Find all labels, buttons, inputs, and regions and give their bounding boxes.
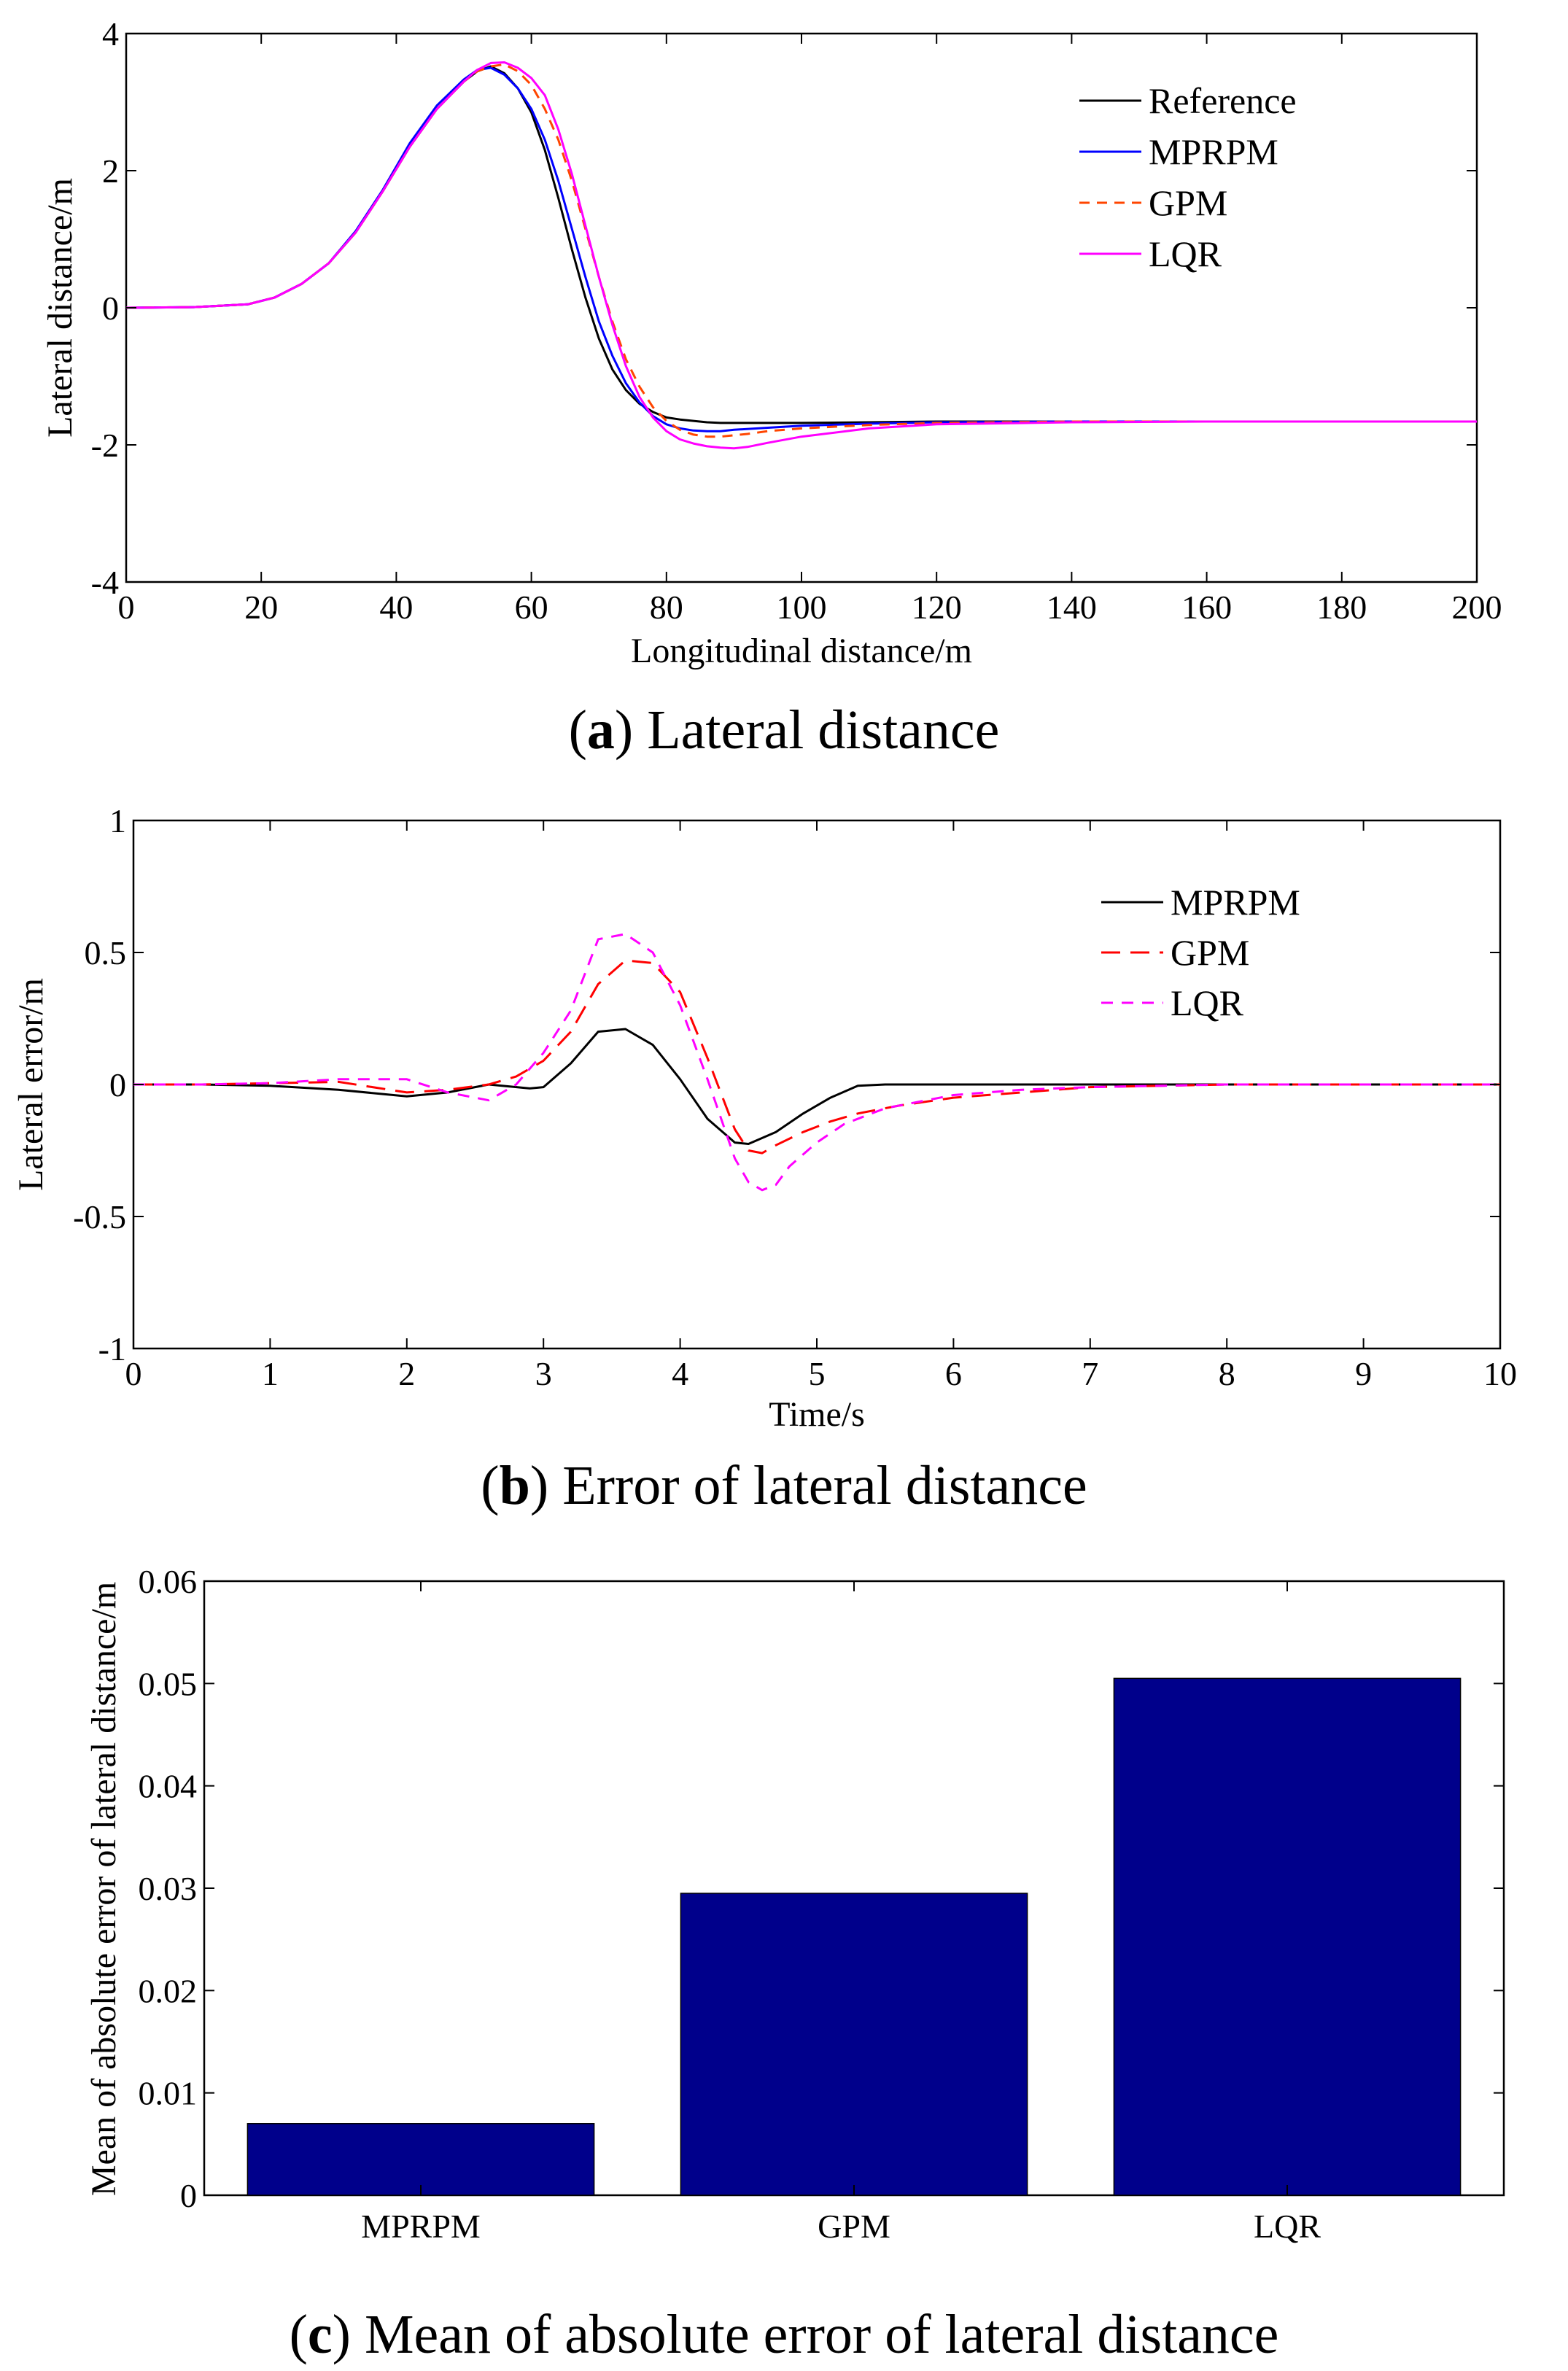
legend: MPRPM GPM LQR [1101,882,1300,1023]
x-tick-label: 4 [672,1355,688,1392]
tick-layer: -1-0.500.510 1 2 3 4 5 6 7 8 9 10 [73,802,1517,1392]
x-tick-label: 60 [515,589,548,626]
series-line-gpm [125,63,1477,438]
y-tick-label: -1 [98,1330,126,1367]
series-layer [133,933,1500,1192]
x-tick-label: 40 [379,589,413,626]
x-tick-label: 8 [1219,1355,1235,1392]
panel-caption: (c) Mean of absolute error of lateral di… [290,2304,1279,2365]
series-line-mprpm [133,1028,1500,1145]
y-tick-label: 2 [102,152,119,190]
x-tick-label: 1 [262,1355,279,1392]
legend-label: LQR [1171,982,1244,1023]
y-tick-label: 0.03 [139,1870,198,1907]
y-tick-label: 0.01 [139,2075,198,2112]
y-tick-label: 0 [102,290,119,327]
caption-letter: a [587,699,615,761]
x-axis-label: Longitudinal distance/m [631,632,972,670]
series-line-lqr [133,933,1500,1192]
series-layer [125,61,1477,450]
x-tick-label: 160 [1181,589,1232,626]
y-axis-label: Mean of absolute error of lateral distan… [85,1582,123,2196]
category-label: GPM [818,2208,890,2245]
x-tick-label: 120 [912,589,962,626]
x-tick-label: 20 [244,589,278,626]
y-tick-label: 4 [102,15,119,53]
legend-label: MPRPM [1149,131,1278,172]
y-tick-label: 0.05 [139,1665,198,1702]
series-line-gpm [133,959,1500,1155]
y-tick-label: 0 [180,2177,197,2214]
caption-text: Lateral distance [633,699,999,761]
panel-b-lateral-error-chart: -1-0.500.510 1 2 3 4 5 6 7 8 9 10 MPRPM GPM LQR Ti… [12,802,1517,1516]
legend-label: MPRPM [1171,882,1300,923]
x-tick-label: 0 [118,589,135,626]
legend-label: LQR [1149,233,1222,274]
y-tick-label: -4 [91,564,119,601]
panel-caption: (a) Lateral distance [569,699,1000,761]
x-tick-label: 3 [535,1355,552,1392]
y-tick-label: -2 [91,427,119,464]
x-tick-label: 9 [1355,1355,1372,1392]
bar-gpm [680,1893,1028,2196]
y-tick-label: 0.02 [139,1972,198,2009]
x-tick-label: 80 [650,589,683,626]
x-tick-label: 100 [777,589,827,626]
series-layer [247,1677,1462,2196]
x-tick-label: 140 [1047,589,1097,626]
panel-caption: (b) Error of lateral distance [481,1455,1087,1516]
caption-letter: b [500,1455,530,1516]
y-tick-label: 0.06 [139,1563,198,1600]
y-axis-label: Lateral distance/m [41,178,79,438]
x-tick-label: 7 [1082,1355,1098,1392]
x-tick-label: 200 [1452,589,1502,626]
series-line-lqr [125,61,1477,450]
x-tick-label: 6 [945,1355,962,1392]
category-label: LQR [1254,2208,1321,2245]
x-tick-label: 5 [809,1355,826,1392]
y-tick-label: 0.04 [139,1768,198,1805]
caption-text: Error of lateral distance [548,1455,1087,1516]
y-axis-label: Lateral error/m [12,978,50,1191]
series-line-mprpm [125,66,1477,432]
y-tick-label: 1 [109,802,126,839]
legend-label: GPM [1149,182,1227,223]
x-tick-label: 180 [1316,589,1367,626]
x-axis-label: Time/s [769,1395,865,1434]
tick-layer: 0 0.01 0.02 0.03 0.04 0.05 0.06 MPRPM GPM LQR [139,1563,1504,2245]
x-tick-label: 2 [398,1355,415,1392]
x-tick-label: 10 [1483,1355,1517,1392]
x-tick-label: 0 [125,1355,142,1392]
bar-mprpm [247,2123,595,2196]
legend-label: Reference [1149,80,1297,121]
legend: Reference MPRPM GPM LQR [1079,80,1297,274]
panel-c-mean-abs-error-bar-chart: 0 0.01 0.02 0.03 0.04 0.05 0.06 MPRPM GPM LQR Mea… [85,1563,1505,2365]
caption-text: Mean of absolute error of lateral distan… [351,2304,1278,2365]
caption-letter: c [308,2304,333,2365]
legend-label: GPM [1171,932,1249,973]
y-tick-label: -0.5 [73,1198,126,1235]
y-tick-label: 0.5 [85,934,127,971]
category-label: MPRPM [361,2208,481,2245]
y-tick-label: 0 [109,1066,126,1103]
bar-lqr [1113,1677,1462,2196]
